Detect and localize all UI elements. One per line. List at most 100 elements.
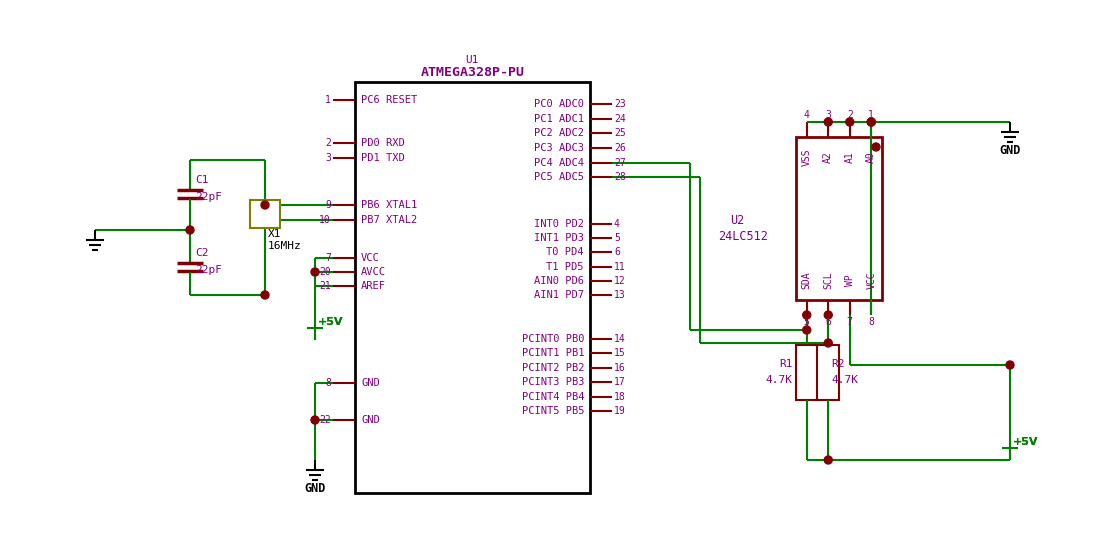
Text: SCL: SCL <box>823 271 833 289</box>
Circle shape <box>261 291 269 299</box>
Bar <box>355 82 590 493</box>
Circle shape <box>802 326 811 334</box>
Bar <box>796 137 882 300</box>
Text: PCINT2 PB2: PCINT2 PB2 <box>522 363 584 373</box>
Circle shape <box>867 118 876 126</box>
Text: 24LC512: 24LC512 <box>718 229 768 243</box>
Text: PCINT3 PB3: PCINT3 PB3 <box>522 377 584 387</box>
Text: GND: GND <box>361 415 379 425</box>
Text: T1 PD5: T1 PD5 <box>547 262 584 272</box>
Text: PB6 XTAL1: PB6 XTAL1 <box>361 200 418 210</box>
Text: 6: 6 <box>614 247 620 257</box>
Text: 5: 5 <box>614 233 620 243</box>
Text: A1: A1 <box>845 151 855 163</box>
Text: 16MHz: 16MHz <box>269 241 301 251</box>
Text: 7: 7 <box>326 253 331 263</box>
Text: AIN0 PD6: AIN0 PD6 <box>534 276 584 286</box>
Text: U1: U1 <box>466 55 479 65</box>
Text: R2: R2 <box>831 359 845 369</box>
Text: 1: 1 <box>326 95 331 105</box>
Text: 15: 15 <box>614 348 626 358</box>
Text: 8: 8 <box>868 317 875 327</box>
Text: INT0 PD2: INT0 PD2 <box>534 219 584 229</box>
Text: PCINT5 PB5: PCINT5 PB5 <box>522 406 584 416</box>
Text: T0 PD4: T0 PD4 <box>547 247 584 257</box>
Text: WP: WP <box>845 274 855 286</box>
Text: 14: 14 <box>614 334 626 344</box>
Text: PCINT1 PB1: PCINT1 PB1 <box>522 348 584 358</box>
Text: INT1 PD3: INT1 PD3 <box>534 233 584 243</box>
Text: 7: 7 <box>847 317 853 327</box>
Text: PC6 RESET: PC6 RESET <box>361 95 418 105</box>
Text: +5V: +5V <box>318 317 343 327</box>
Text: 8: 8 <box>326 378 331 388</box>
Text: +5V: +5V <box>1013 437 1039 447</box>
Circle shape <box>824 339 832 347</box>
Circle shape <box>872 143 880 151</box>
Bar <box>818 345 840 400</box>
Text: U2: U2 <box>730 213 744 227</box>
Text: AVCC: AVCC <box>361 267 386 277</box>
Text: PD1 TXD: PD1 TXD <box>361 153 404 163</box>
Text: PC3 ADC3: PC3 ADC3 <box>534 143 584 153</box>
Circle shape <box>311 416 319 424</box>
Text: PC0 ADC0: PC0 ADC0 <box>534 99 584 109</box>
Text: 1: 1 <box>868 110 875 120</box>
Text: 4: 4 <box>614 219 620 229</box>
Text: GND: GND <box>361 378 379 388</box>
Text: 12: 12 <box>614 276 626 286</box>
Text: 25: 25 <box>614 128 626 138</box>
Text: 26: 26 <box>614 143 626 153</box>
Circle shape <box>824 118 832 126</box>
Text: 11: 11 <box>614 262 626 272</box>
Text: 3: 3 <box>326 153 331 163</box>
Text: 4.7K: 4.7K <box>766 375 792 385</box>
Text: GND: GND <box>1000 144 1020 157</box>
Text: 21: 21 <box>319 281 331 291</box>
Text: AIN1 PD7: AIN1 PD7 <box>534 290 584 300</box>
Circle shape <box>802 311 811 319</box>
Bar <box>796 345 818 400</box>
Text: PD0 RXD: PD0 RXD <box>361 138 404 148</box>
Circle shape <box>867 118 876 126</box>
Text: 27: 27 <box>614 158 626 168</box>
Text: A2: A2 <box>823 151 833 163</box>
Text: +5V: +5V <box>318 317 343 327</box>
Text: 22: 22 <box>319 415 331 425</box>
Text: 9: 9 <box>326 200 331 210</box>
Text: 6: 6 <box>825 317 831 327</box>
Text: +5V: +5V <box>1013 437 1039 447</box>
Text: PC4 ADC4: PC4 ADC4 <box>534 158 584 168</box>
Text: PC1 ADC1: PC1 ADC1 <box>534 114 584 124</box>
Text: 19: 19 <box>614 406 626 416</box>
Text: 16: 16 <box>614 363 626 373</box>
Text: AREF: AREF <box>361 281 386 291</box>
Text: A0: A0 <box>866 151 876 163</box>
Text: 3: 3 <box>825 110 831 120</box>
Text: 4: 4 <box>803 110 810 120</box>
Bar <box>250 200 279 228</box>
Text: 5: 5 <box>803 317 810 327</box>
Text: 2: 2 <box>326 138 331 148</box>
Text: VSS: VSS <box>802 148 812 166</box>
Text: 23: 23 <box>614 99 626 109</box>
Text: PCINT0 PB0: PCINT0 PB0 <box>522 334 584 344</box>
Text: C2: C2 <box>195 248 208 258</box>
Text: VCC: VCC <box>866 271 876 289</box>
Text: GND: GND <box>305 481 326 494</box>
Circle shape <box>1006 361 1014 369</box>
Text: 18: 18 <box>614 392 626 402</box>
Text: SDA: SDA <box>802 271 812 289</box>
Text: ATMEGA328P-PU: ATMEGA328P-PU <box>421 65 525 79</box>
Text: X1: X1 <box>269 229 282 239</box>
Text: VCC: VCC <box>361 253 379 263</box>
Text: 4.7K: 4.7K <box>831 375 858 385</box>
Text: 13: 13 <box>614 290 626 300</box>
Text: PB7 XTAL2: PB7 XTAL2 <box>361 215 418 225</box>
Text: 10: 10 <box>319 215 331 225</box>
Circle shape <box>824 311 832 319</box>
Text: C1: C1 <box>195 175 208 185</box>
Text: PC5 ADC5: PC5 ADC5 <box>534 172 584 182</box>
Circle shape <box>186 226 194 234</box>
Text: 24: 24 <box>614 114 626 124</box>
